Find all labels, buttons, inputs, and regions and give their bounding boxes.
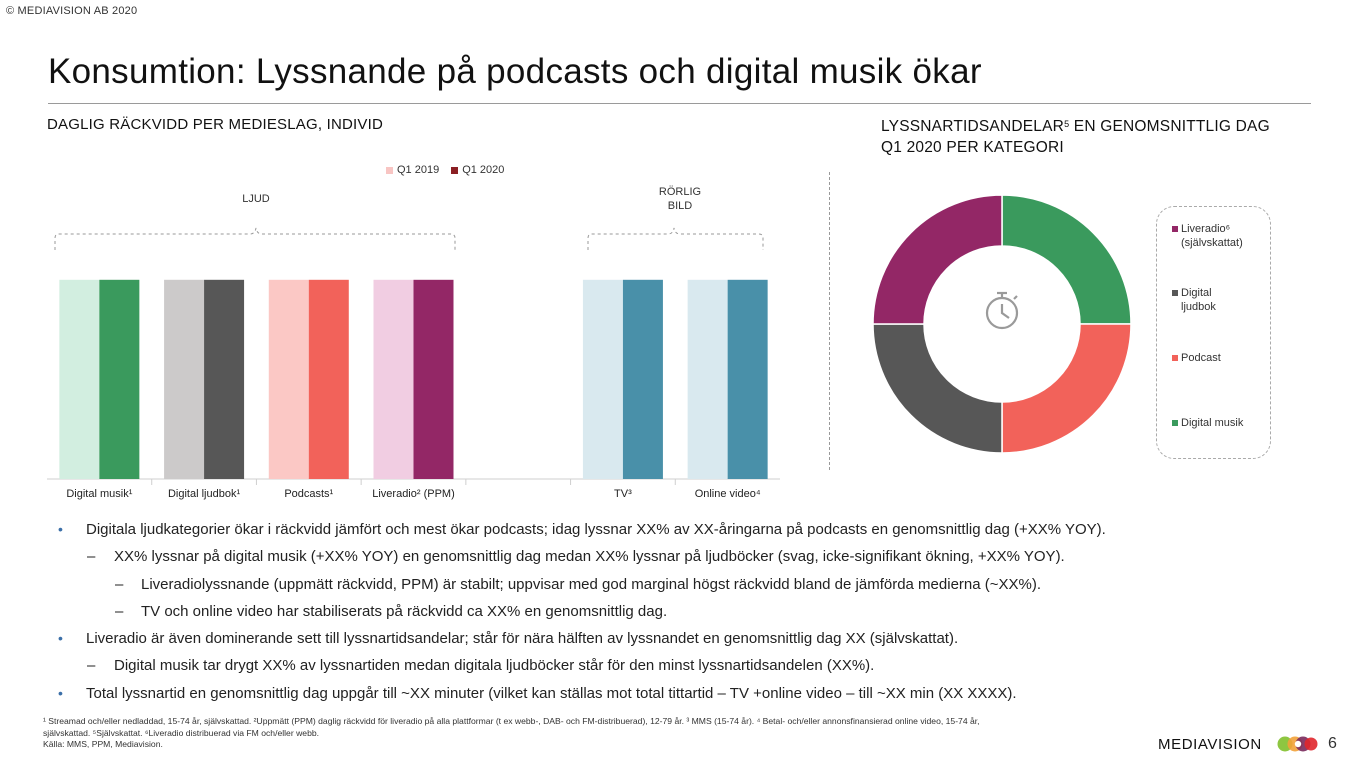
group-label-moving-line2: BILD xyxy=(667,200,693,212)
legend-label-q1-2020: Q1 2020 xyxy=(462,164,505,176)
bar-q1-2019-1 xyxy=(164,279,205,479)
page-title: Konsumtion: Lyssnande på podcasts och di… xyxy=(48,52,982,91)
bullet-mark: • xyxy=(58,630,63,647)
bullet-item: • Liveradio är även dominerande sett till… xyxy=(58,625,1106,652)
bullet-item: • Total lyssnartid en genomsnittlig dag u… xyxy=(58,680,1106,707)
bar-q1-2020-0 xyxy=(99,279,140,479)
bullet-text: Digital musik tar drygt XX% av lyssnarti… xyxy=(114,657,875,675)
heading-line1-post: EN GENOMSNITTLIG DAG xyxy=(1069,118,1270,135)
page-number: 6 xyxy=(1328,735,1337,752)
legend-ljudbok-line1: Digital xyxy=(1181,287,1212,299)
bar-chart-legend: Q1 2019 Q1 2020 xyxy=(386,164,504,176)
legend-digital-musik-label: Digital musik xyxy=(1181,417,1244,429)
bullet-text: Liveradiolyssnande (uppmätt räckvidd, PP… xyxy=(141,575,1042,593)
listening-share-donut-chart xyxy=(872,194,1132,454)
footnote-source: Källa: MMS, PPM, Mediavision. xyxy=(43,739,163,749)
mediavision-logo-icon xyxy=(1277,736,1318,752)
heading-line1-pre: LYSSNARTIDSANDELAR xyxy=(881,118,1065,135)
heading-line2: Q1 2020 PER KATEGORI xyxy=(881,139,1064,156)
footnote-line1: ¹ Streamad och/eller nedladdad, 15-74 år… xyxy=(43,716,980,726)
group-label-audio: LJUD xyxy=(242,193,270,205)
bar-q1-2019-0 xyxy=(59,279,100,479)
legend-ljudbok-line2: ljudbok xyxy=(1181,301,1216,313)
bullet-mark: – xyxy=(87,548,96,566)
bullet-item: • Digitala ljudkategorier ökar i räckvidd… xyxy=(58,516,1106,543)
x-tick-label: Online video⁴ xyxy=(695,488,761,500)
bullet-mark: • xyxy=(58,684,63,701)
donut-legend-item-digital-musik: Digital musik xyxy=(1172,416,1244,430)
bar-q1-2019-3 xyxy=(373,279,414,479)
donut-legend-item-ljudbok: Digital ljudbok xyxy=(1172,286,1216,314)
bar-q1-2019-6 xyxy=(687,279,728,479)
audio-group-brace xyxy=(54,227,456,250)
x-tick-label: TV³ xyxy=(614,488,632,500)
bar-chart-heading: DAGLIG RÄCKVIDD PER MEDIESLAG, INDIVID xyxy=(47,116,384,133)
legend-label-q1-2019: Q1 2019 xyxy=(397,164,440,176)
donut-legend: Liveradio⁶ (självskattat) Digital ljudbo… xyxy=(1156,206,1271,459)
bullet-mark: • xyxy=(58,521,63,537)
bar-q1-2020-2 xyxy=(308,279,349,479)
bar-q1-2020-3 xyxy=(413,279,454,479)
section-divider xyxy=(829,172,830,470)
bullet-text: XX% lyssnar på digital musik (+XX% YOY) … xyxy=(114,548,1065,566)
bullet-text: Total lyssnartid en genomsnittlig dag up… xyxy=(86,684,1017,702)
bullet-item: – XX% lyssnar på digital musik (+XX% YOY)… xyxy=(58,543,1106,570)
legend-liveradio-line2: (självskattat) xyxy=(1181,237,1243,249)
bullet-item: – Digital musik tar drygt XX% av lyssnart… xyxy=(58,652,1106,679)
bar-q1-2019-5 xyxy=(582,279,623,479)
footnote-line2: självskattad. ⁵Självskattat. ⁶Liveradio … xyxy=(43,727,320,738)
bar-q1-2020-5 xyxy=(622,279,663,479)
donut-chart-heading: LYSSNARTIDSANDELAR5 EN GENOMSNITTLIG DAG… xyxy=(881,116,1270,158)
brand-name: MEDIAVISION xyxy=(1158,736,1262,753)
bullet-item: – Liveradiolyssnande (uppmätt räckvidd, P… xyxy=(58,571,1106,598)
bullet-mark: – xyxy=(115,602,124,620)
bar-q1-2020-1 xyxy=(204,279,245,479)
moving-image-group-brace xyxy=(587,227,764,250)
heading-footnote-ref: 5 xyxy=(1064,119,1070,129)
bullet-mark: – xyxy=(115,575,124,593)
x-tick-label: Podcasts¹ xyxy=(284,488,333,500)
legend-liveradio-line1: Liveradio⁶ xyxy=(1181,223,1231,235)
donut-legend-item-liveradio: Liveradio⁶ (självskattat) xyxy=(1172,222,1243,250)
legend-swatch-q1-2020 xyxy=(451,166,459,174)
legend-swatch-digital-musik xyxy=(1172,420,1178,426)
donut-slice-2 xyxy=(872,323,1003,454)
legend-swatch-ljudbok xyxy=(1172,290,1178,296)
footnote: ¹ Streamad och/eller nedladdad, 15-74 år… xyxy=(43,716,1163,751)
group-label-moving-image: RÖRLIG BILD xyxy=(640,185,720,213)
legend-swatch-liveradio xyxy=(1172,226,1178,232)
legend-item-q1-2020: Q1 2020 xyxy=(451,164,504,176)
bar-q1-2020-6 xyxy=(727,279,768,479)
insights-bullet-list: • Digitala ljudkategorier ökar i räckvidd… xyxy=(58,516,1106,707)
group-label-moving-line1: RÖRLIG xyxy=(658,186,702,198)
bar-q1-2019-2 xyxy=(268,279,309,479)
stopwatch-icon xyxy=(985,291,1019,330)
donut-slice-1 xyxy=(1001,323,1132,454)
bullet-text: Liveradio är även dominerande sett till … xyxy=(86,630,959,648)
x-tick-label: Digital musik¹ xyxy=(66,488,132,500)
bullet-text: TV och online video har stabiliserats på… xyxy=(141,602,668,620)
x-tick-label: Liveradio² (PPM) xyxy=(372,488,455,500)
legend-podcast-label: Podcast xyxy=(1181,352,1221,364)
bullet-mark: – xyxy=(87,657,96,675)
donut-legend-item-podcast: Podcast xyxy=(1172,351,1221,365)
x-tick-label: Digital ljudbok¹ xyxy=(168,488,240,500)
bullet-text: Digitala ljudkategorier ökar i räckvidd … xyxy=(86,521,1106,538)
bullet-item: – TV och online video har stabiliserats p… xyxy=(58,598,1106,625)
copyright-notice: © MEDIAVISION AB 2020 xyxy=(6,5,138,17)
donut-slice-3 xyxy=(872,194,1003,325)
title-divider xyxy=(48,103,1311,104)
donut-slice-0 xyxy=(1001,194,1132,325)
legend-item-q1-2019: Q1 2019 xyxy=(386,164,439,176)
legend-swatch-podcast xyxy=(1172,355,1178,361)
legend-swatch-q1-2019 xyxy=(386,166,393,174)
